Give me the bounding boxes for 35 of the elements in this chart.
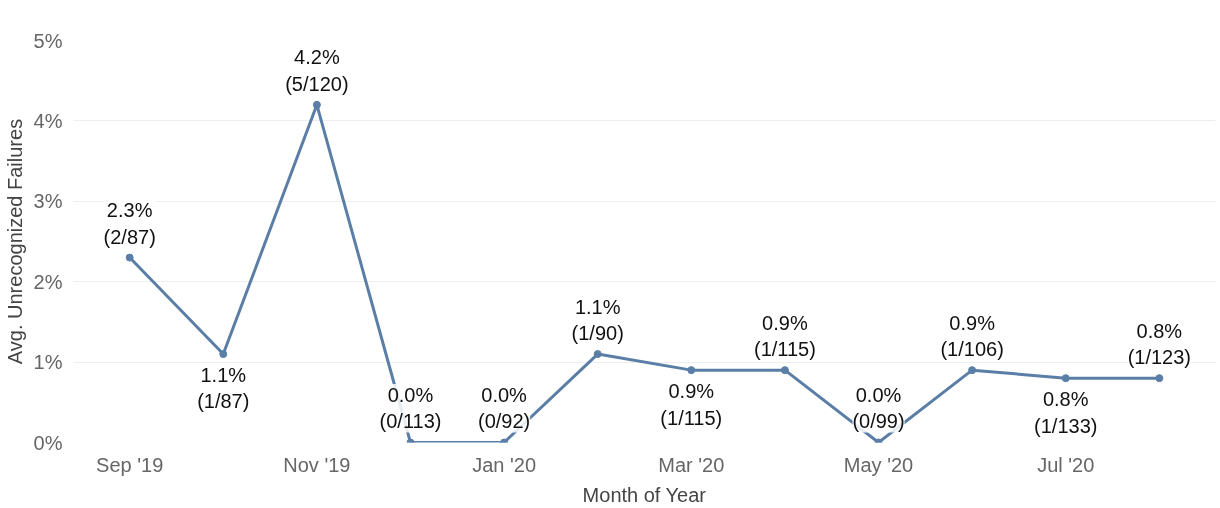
point [312,100,321,109]
data-label: 0.0% (0/92) [477,384,531,433]
point [1061,374,1070,383]
y-tick-label: 0% [33,431,63,454]
y-axis-title: Avg. Unrecognized Failures [3,118,26,365]
data-label: 0.9% (1/115) [753,311,816,361]
x-tick-label: Nov '19 [283,453,351,476]
point [125,253,134,262]
x-tick-label: Jan '20 [472,453,537,476]
point [780,366,789,375]
data-label: 0.8% (1/123) [1127,319,1192,369]
y-tick-label: 2% [33,270,63,293]
point [593,350,602,359]
data-label: 0.9% (1/115) [660,380,723,429]
x-axis-title: Month of Year [582,483,707,506]
x-tick-label: Sep '19 [96,453,164,476]
data-label: 1.1% (1/90) [571,295,624,345]
x-tick-label: Mar '20 [658,453,725,476]
point [968,366,977,375]
x-tick-label: May '20 [843,453,914,476]
data-label: 0.8% (1/133) [1034,388,1098,437]
data-label: 1.1% (1/87) [197,364,250,413]
data-label: 4.2% (5/120) [285,46,349,95]
y-tick-label: 5% [33,29,63,52]
data-label: 0.9% (1/106) [940,311,1004,361]
point [1155,374,1164,383]
point [687,366,696,375]
data-label: 0.0% (0/99) [852,384,905,433]
x-tick-label: Jul '20 [1037,453,1095,476]
data-label: 0.0% (0/113) [379,384,442,433]
y-tick-label: 4% [33,109,63,132]
y-tick-label: 3% [33,190,63,213]
data-label: 2.3% (2/87) [103,199,156,248]
point [219,350,228,359]
y-tick-label: 1% [33,351,63,374]
